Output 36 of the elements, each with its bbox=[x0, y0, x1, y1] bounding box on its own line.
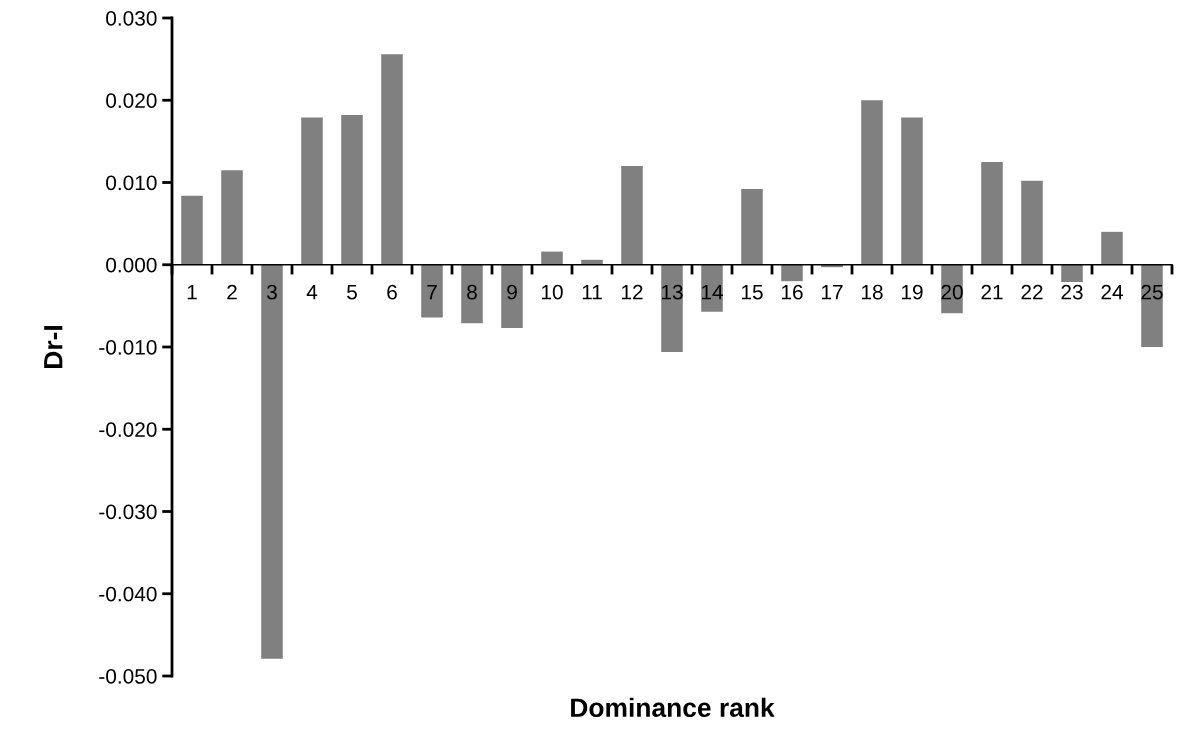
y-axis-title: Dr-I bbox=[44, 326, 63, 368]
y-tick-label: 0.020 bbox=[106, 93, 157, 108]
x-tick-label: 12 bbox=[622, 284, 643, 300]
y-tick-label: -0.040 bbox=[99, 586, 157, 602]
x-tick-label: 18 bbox=[862, 284, 883, 300]
x-tick-label: 1 bbox=[187, 284, 197, 300]
x-tick-label: 2 bbox=[227, 284, 237, 300]
x-tick-label: 22 bbox=[1021, 284, 1043, 300]
x-tick-label: 3 bbox=[267, 284, 277, 300]
x-tick-label: 15 bbox=[742, 284, 763, 300]
x-tick-label: 7 bbox=[427, 284, 437, 300]
x-tick-label: 4 bbox=[306, 284, 318, 300]
x-axis-title: Dominance rank bbox=[571, 697, 775, 718]
x-tick-label: 11 bbox=[582, 284, 602, 300]
x-tick-label: 6 bbox=[387, 284, 397, 300]
y-tick-label: -0.030 bbox=[99, 504, 157, 520]
x-tick-label: 13 bbox=[662, 284, 683, 300]
x-tick-label: 16 bbox=[782, 284, 803, 300]
x-tick-label: 23 bbox=[1061, 284, 1083, 300]
y-tick-label: -0.050 bbox=[99, 669, 157, 684]
x-tick-label: 25 bbox=[1141, 284, 1163, 300]
x-tick-label: 24 bbox=[1101, 284, 1123, 300]
x-tick-label: 10 bbox=[542, 284, 563, 300]
x-tick-label: 20 bbox=[941, 284, 963, 300]
y-tick-label: 0.000 bbox=[106, 257, 157, 273]
y-tick-label: -0.010 bbox=[99, 340, 157, 355]
x-tick-label: 14 bbox=[702, 284, 723, 300]
x-tick-label: 19 bbox=[902, 284, 923, 300]
x-tick-label: 8 bbox=[467, 284, 477, 300]
y-tick-label: 0.010 bbox=[106, 175, 157, 191]
x-tick-label: 5 bbox=[347, 284, 357, 300]
x-tick-label: 9 bbox=[507, 284, 517, 300]
x-tick-label: 17 bbox=[822, 284, 843, 300]
y-tick-label: 0.030 bbox=[106, 11, 157, 26]
y-tick-label: -0.020 bbox=[99, 422, 157, 437]
x-tick-label: 21 bbox=[981, 284, 1003, 300]
